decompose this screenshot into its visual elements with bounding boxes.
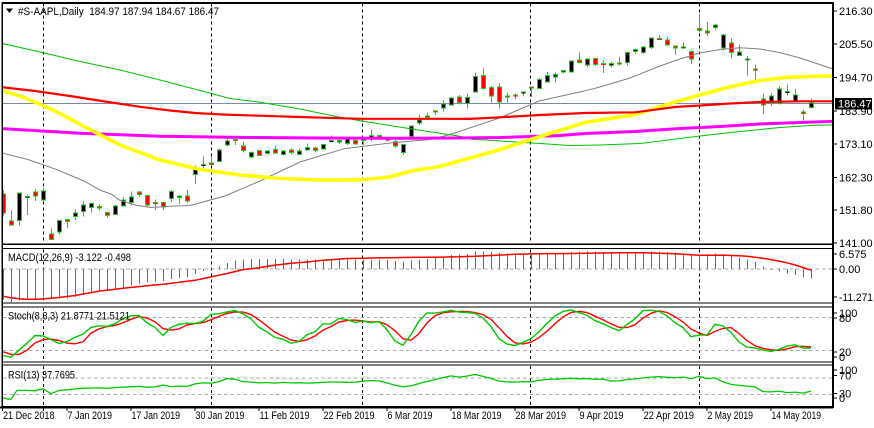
svg-text:100: 100 [839, 365, 857, 377]
svg-text:21 Dec 2018: 21 Dec 2018 [3, 410, 55, 422]
svg-text:Stoch(8,3,3) 21.8771 21.5121: Stoch(8,3,3) 21.8771 21.5121 [8, 311, 130, 323]
svg-text:6.575: 6.575 [839, 249, 867, 261]
svg-text:100: 100 [839, 308, 857, 320]
svg-text:151.80: 151.80 [839, 205, 873, 217]
svg-text:7 Jan 2019: 7 Jan 2019 [68, 410, 113, 422]
svg-text:28 Mar 2019: 28 Mar 2019 [516, 410, 567, 422]
svg-text:0: 0 [839, 352, 845, 364]
svg-text:0: 0 [839, 393, 845, 405]
svg-text:22 Apr 2019: 22 Apr 2019 [644, 410, 695, 422]
svg-text:162.30: 162.30 [839, 172, 873, 184]
svg-text:RSI(13) 37.7695: RSI(13) 37.7695 [8, 370, 75, 382]
svg-text:22 Feb 2019: 22 Feb 2019 [324, 410, 375, 422]
svg-text:173.10: 173.10 [839, 139, 873, 151]
svg-text:70: 70 [839, 371, 851, 383]
svg-text:-11.271: -11.271 [839, 292, 873, 304]
svg-text:186.47: 186.47 [838, 99, 872, 111]
svg-text:30 Jan 2019: 30 Jan 2019 [196, 410, 245, 422]
svg-text:216.30: 216.30 [839, 6, 873, 18]
svg-text:0.00: 0.00 [839, 264, 860, 276]
svg-text:17 Jan 2019: 17 Jan 2019 [132, 410, 181, 422]
svg-text:20: 20 [839, 347, 851, 359]
svg-text:9 Apr 2019: 9 Apr 2019 [580, 410, 624, 422]
svg-text:14 May 2019: 14 May 2019 [772, 410, 822, 422]
svg-text:80: 80 [839, 313, 851, 325]
svg-text:18 Mar 2019: 18 Mar 2019 [452, 410, 502, 422]
svg-text:194.70: 194.70 [839, 73, 873, 85]
svg-text:#S-AAPL,Daily 184.97 187.94 1: #S-AAPL,Daily 184.97 187.94 184.67 186.4… [18, 6, 219, 18]
svg-text:11 Feb 2019: 11 Feb 2019 [260, 410, 310, 422]
svg-text:205.50: 205.50 [839, 39, 873, 51]
svg-text:MACD(12,26,9) -3.122 -0.498: MACD(12,26,9) -3.122 -0.498 [8, 252, 131, 264]
svg-text:30: 30 [839, 388, 851, 400]
svg-text:6 Mar 2019: 6 Mar 2019 [388, 410, 433, 422]
svg-text:2 May 2019: 2 May 2019 [708, 410, 754, 422]
svg-text:141.00: 141.00 [839, 238, 873, 250]
